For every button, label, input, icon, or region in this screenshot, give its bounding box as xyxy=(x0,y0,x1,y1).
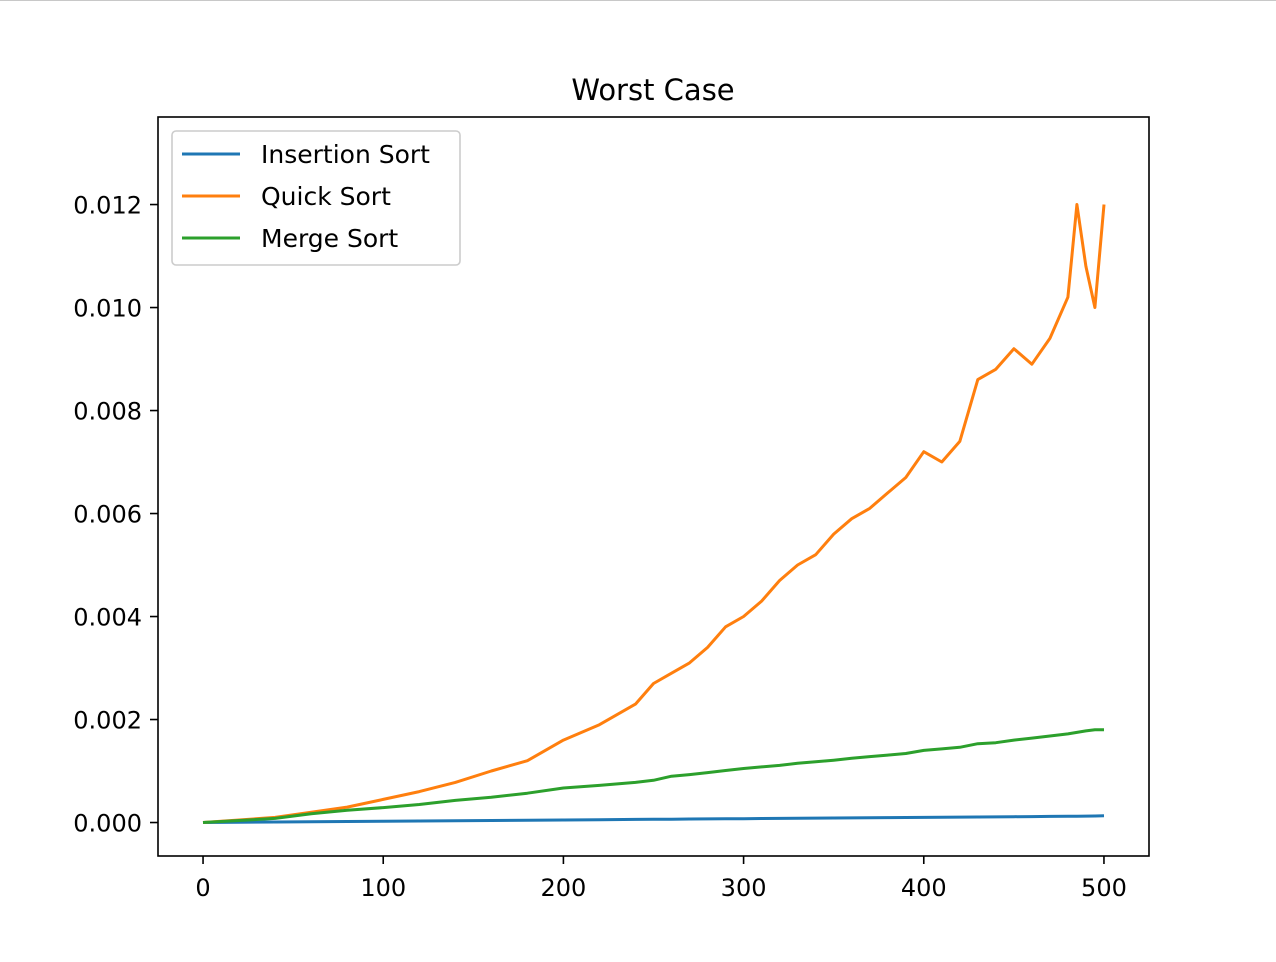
legend: Insertion Sort Quick Sort Merge Sort xyxy=(171,130,461,266)
x-tick-label: 400 xyxy=(901,874,947,902)
y-tick-label: 0.000 xyxy=(73,810,142,838)
y-tick-label: 0.004 xyxy=(73,604,142,632)
y-tick-label: 0.002 xyxy=(73,707,142,735)
chart-title: Worst Case xyxy=(571,73,734,107)
legend-label-0: Insertion Sort xyxy=(261,140,430,169)
x-tick-label: 500 xyxy=(1081,874,1127,902)
legend-label-1: Quick Sort xyxy=(261,182,391,211)
series-layer xyxy=(202,203,1106,824)
y-tick-label: 0.008 xyxy=(73,398,142,426)
plot-frame xyxy=(157,116,1150,857)
y-tick-label: 0.006 xyxy=(73,501,142,529)
x-tick-label: 100 xyxy=(360,874,406,902)
y-axis: 0.000 0.002 0.004 0.006 0.008 0.010 0.012 xyxy=(73,192,158,838)
x-tick-label: 200 xyxy=(541,874,587,902)
legend-box xyxy=(171,130,461,266)
series-line-0 xyxy=(202,814,1105,824)
legend-label-2: Merge Sort xyxy=(261,224,398,253)
y-tick-label: 0.010 xyxy=(73,295,142,323)
x-tick-label: 0 xyxy=(195,874,210,902)
top-border xyxy=(0,0,1276,1)
x-tick-label: 300 xyxy=(721,874,767,902)
x-axis: 0 100 200 300 400 500 xyxy=(195,856,1127,902)
series-line-2 xyxy=(202,728,1104,824)
y-tick-label: 0.012 xyxy=(73,192,142,220)
series-line-1 xyxy=(202,203,1106,824)
